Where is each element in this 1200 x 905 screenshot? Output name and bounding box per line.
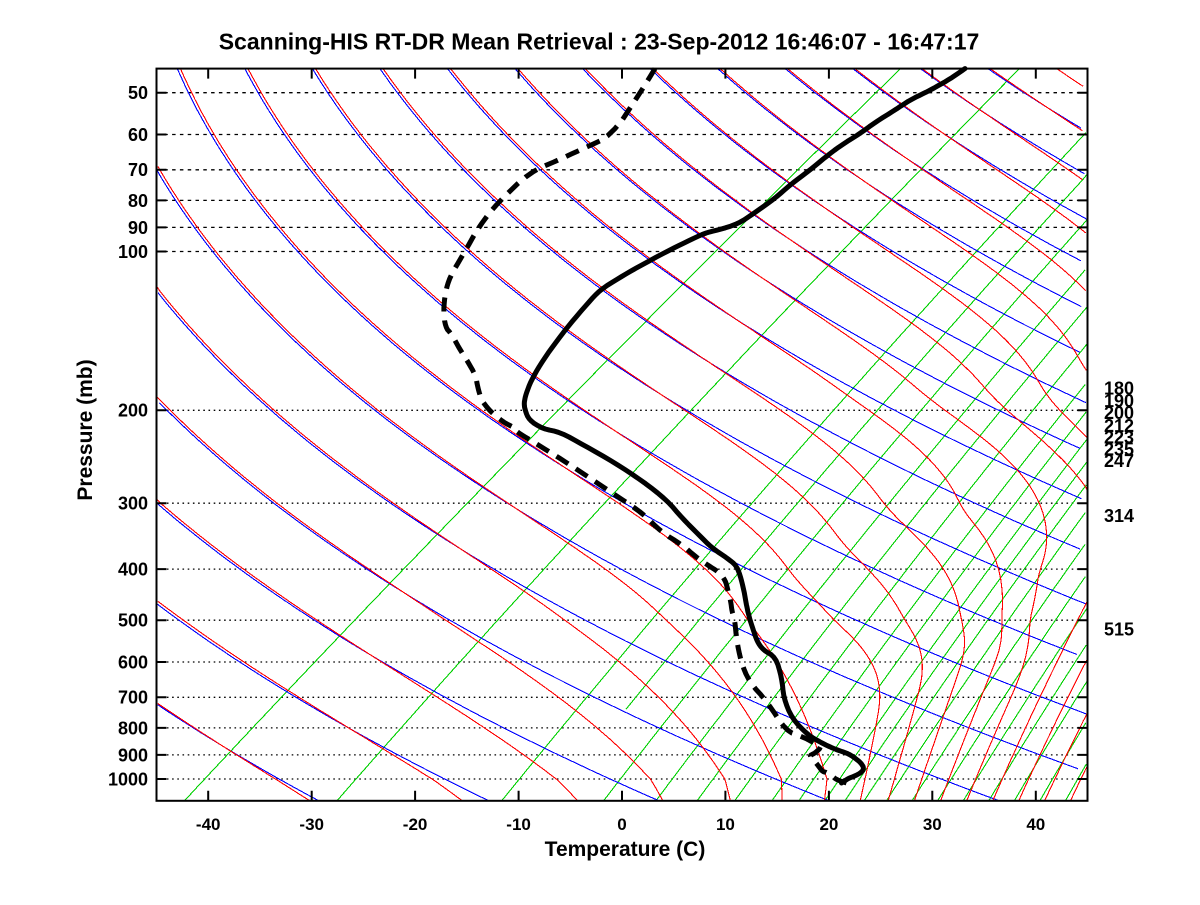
svg-text:10: 10 [716,815,735,834]
svg-text:-10: -10 [506,815,531,834]
svg-text:50: 50 [128,83,148,103]
svg-text:200: 200 [1104,403,1134,423]
svg-text:100: 100 [118,242,148,262]
svg-text:-20: -20 [403,815,428,834]
svg-text:Scanning-HIS RT-DR Mean Retrie: Scanning-HIS RT-DR Mean Retrieval : 23-S… [219,29,980,55]
svg-text:600: 600 [118,652,148,672]
svg-text:90: 90 [128,218,148,238]
svg-text:247: 247 [1104,451,1134,471]
svg-text:Temperature (C): Temperature (C) [545,838,706,861]
svg-text:235: 235 [1104,440,1134,460]
svg-text:40: 40 [1026,815,1045,834]
svg-text:190: 190 [1104,391,1134,411]
svg-text:200: 200 [118,401,148,421]
svg-text:180: 180 [1104,379,1134,399]
svg-text:0: 0 [617,815,626,834]
svg-text:-30: -30 [299,815,324,834]
svg-text:60: 60 [128,125,148,145]
svg-text:515: 515 [1104,620,1134,640]
svg-text:1000: 1000 [108,769,148,789]
svg-text:212: 212 [1104,416,1134,436]
svg-text:20: 20 [819,815,838,834]
svg-text:-40: -40 [196,815,221,834]
svg-text:400: 400 [118,560,148,580]
svg-text:30: 30 [923,815,942,834]
svg-text:500: 500 [118,611,148,631]
svg-text:223: 223 [1104,428,1134,448]
svg-text:700: 700 [118,688,148,708]
svg-text:80: 80 [128,191,148,211]
svg-text:Pressure (mb): Pressure (mb) [74,359,97,500]
svg-text:300: 300 [118,494,148,514]
svg-text:70: 70 [128,160,148,180]
svg-text:800: 800 [118,718,148,738]
svg-text:314: 314 [1104,506,1134,526]
svg-text:900: 900 [118,745,148,765]
